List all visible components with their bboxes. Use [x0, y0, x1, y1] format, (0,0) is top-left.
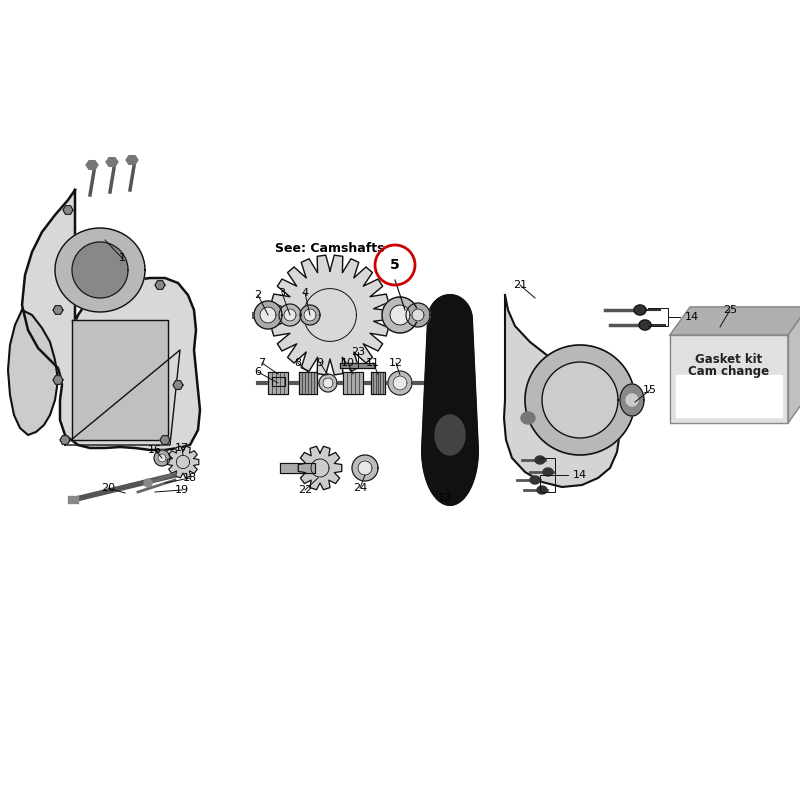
Polygon shape [670, 307, 800, 335]
Polygon shape [626, 394, 638, 406]
Polygon shape [63, 206, 73, 214]
Polygon shape [279, 304, 301, 326]
Polygon shape [158, 454, 166, 462]
Text: 11: 11 [366, 358, 380, 368]
Polygon shape [620, 384, 644, 416]
Polygon shape [72, 320, 168, 440]
Polygon shape [634, 305, 646, 315]
Text: 9: 9 [317, 358, 323, 368]
Text: 8: 8 [294, 358, 302, 368]
Text: 3: 3 [278, 288, 286, 298]
Polygon shape [144, 479, 152, 487]
Polygon shape [270, 255, 390, 375]
Polygon shape [126, 156, 138, 164]
Text: See: Camshafts: See: Camshafts [275, 242, 385, 254]
Polygon shape [371, 372, 385, 394]
Polygon shape [280, 463, 315, 473]
Polygon shape [382, 297, 418, 333]
Text: 1: 1 [118, 253, 126, 263]
Polygon shape [323, 378, 333, 388]
Polygon shape [304, 309, 316, 321]
Polygon shape [284, 309, 296, 321]
Text: 13: 13 [438, 493, 452, 503]
Text: 10: 10 [341, 358, 355, 368]
Polygon shape [155, 281, 165, 290]
Polygon shape [525, 345, 635, 455]
Polygon shape [53, 376, 63, 384]
Polygon shape [521, 412, 535, 424]
Text: 24: 24 [353, 483, 367, 493]
Polygon shape [55, 228, 145, 312]
Polygon shape [406, 303, 430, 327]
Polygon shape [173, 381, 183, 390]
Polygon shape [352, 455, 378, 481]
Text: Gasket kit: Gasket kit [695, 353, 762, 366]
Text: 14: 14 [685, 312, 699, 322]
Text: 7: 7 [258, 358, 266, 368]
Polygon shape [543, 468, 553, 476]
Text: 21: 21 [513, 280, 527, 290]
Polygon shape [788, 307, 800, 423]
Polygon shape [154, 450, 170, 466]
Text: 22: 22 [298, 485, 312, 495]
Polygon shape [319, 374, 337, 392]
Polygon shape [435, 415, 465, 455]
Polygon shape [393, 376, 407, 390]
Polygon shape [388, 371, 412, 395]
Polygon shape [167, 446, 199, 478]
Polygon shape [537, 486, 547, 494]
Text: 4: 4 [302, 288, 309, 298]
Polygon shape [422, 295, 478, 505]
Text: 20: 20 [101, 483, 115, 493]
Text: 15: 15 [643, 385, 657, 395]
Polygon shape [272, 377, 285, 386]
Polygon shape [299, 372, 317, 394]
Polygon shape [106, 158, 118, 166]
Polygon shape [8, 310, 58, 435]
Polygon shape [504, 295, 620, 487]
Polygon shape [254, 301, 282, 329]
Text: 14: 14 [573, 470, 587, 480]
Polygon shape [86, 161, 98, 170]
Text: 25: 25 [723, 305, 737, 315]
Polygon shape [358, 461, 372, 475]
Polygon shape [53, 306, 63, 314]
Text: 18: 18 [183, 473, 197, 483]
Text: 23: 23 [351, 347, 365, 357]
Text: 16: 16 [148, 445, 162, 455]
Text: Cam change: Cam change [689, 366, 770, 378]
Polygon shape [340, 363, 375, 368]
Text: 5: 5 [390, 258, 400, 272]
Polygon shape [542, 362, 618, 438]
Polygon shape [343, 372, 363, 394]
Polygon shape [72, 242, 128, 298]
Polygon shape [300, 305, 320, 325]
Text: 12: 12 [389, 358, 403, 368]
Text: 2: 2 [254, 290, 262, 300]
Polygon shape [639, 320, 651, 330]
Polygon shape [298, 446, 342, 490]
Polygon shape [390, 305, 410, 325]
Text: 6: 6 [254, 367, 262, 377]
Polygon shape [535, 456, 545, 464]
Text: 17: 17 [175, 443, 189, 453]
Polygon shape [160, 436, 170, 444]
Polygon shape [268, 372, 288, 394]
Polygon shape [412, 309, 424, 321]
Polygon shape [670, 335, 788, 423]
Polygon shape [530, 476, 540, 484]
Text: 19: 19 [175, 485, 189, 495]
Polygon shape [676, 374, 782, 417]
Polygon shape [22, 190, 200, 450]
Polygon shape [260, 307, 276, 323]
Polygon shape [60, 436, 70, 444]
